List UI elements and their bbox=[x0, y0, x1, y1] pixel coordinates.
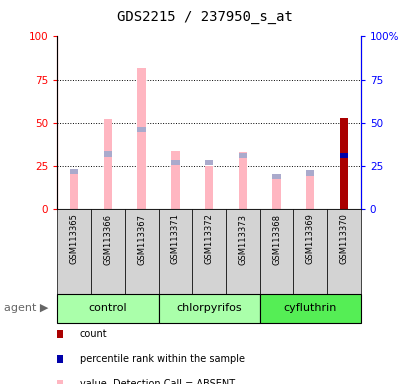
Text: GSM113367: GSM113367 bbox=[137, 214, 146, 265]
Text: GSM113368: GSM113368 bbox=[271, 214, 280, 265]
Bar bbox=[137, 127, 146, 132]
Bar bbox=[238, 153, 247, 158]
Bar bbox=[305, 170, 314, 175]
Bar bbox=[158, 209, 192, 294]
Bar bbox=[70, 173, 78, 209]
Bar bbox=[103, 119, 112, 209]
Bar bbox=[339, 153, 347, 158]
Bar bbox=[339, 153, 347, 158]
Bar bbox=[124, 209, 158, 294]
Bar bbox=[204, 166, 213, 209]
Text: GDS2215 / 237950_s_at: GDS2215 / 237950_s_at bbox=[117, 10, 292, 23]
Bar bbox=[238, 152, 247, 209]
Text: agent ▶: agent ▶ bbox=[4, 303, 48, 313]
Bar bbox=[305, 177, 314, 209]
Bar bbox=[137, 68, 146, 209]
Bar bbox=[103, 151, 112, 157]
Text: GSM113369: GSM113369 bbox=[305, 214, 314, 264]
Bar bbox=[339, 118, 347, 209]
Bar bbox=[339, 118, 347, 209]
Text: GSM113371: GSM113371 bbox=[171, 214, 180, 264]
Bar bbox=[272, 174, 280, 179]
Text: cyfluthrin: cyfluthrin bbox=[283, 303, 336, 313]
Text: control: control bbox=[88, 303, 127, 313]
Text: count: count bbox=[80, 329, 107, 339]
Bar bbox=[204, 160, 213, 165]
Bar bbox=[272, 177, 280, 209]
Bar bbox=[259, 209, 293, 294]
Text: GSM113365: GSM113365 bbox=[70, 214, 79, 264]
Bar bbox=[192, 209, 225, 294]
Text: GSM113373: GSM113373 bbox=[238, 214, 247, 265]
Bar bbox=[259, 294, 360, 323]
Bar bbox=[326, 209, 360, 294]
Text: chlorpyrifos: chlorpyrifos bbox=[176, 303, 241, 313]
Bar bbox=[70, 169, 78, 174]
Text: GSM113370: GSM113370 bbox=[339, 214, 348, 264]
Bar bbox=[225, 209, 259, 294]
Bar bbox=[171, 151, 179, 209]
Bar bbox=[57, 294, 158, 323]
Text: GSM113372: GSM113372 bbox=[204, 214, 213, 264]
Bar bbox=[293, 209, 326, 294]
Text: percentile rank within the sample: percentile rank within the sample bbox=[80, 354, 244, 364]
Bar bbox=[158, 294, 259, 323]
Text: value, Detection Call = ABSENT: value, Detection Call = ABSENT bbox=[80, 379, 234, 384]
Bar bbox=[91, 209, 124, 294]
Bar bbox=[57, 209, 91, 294]
Bar bbox=[171, 160, 179, 165]
Text: GSM113366: GSM113366 bbox=[103, 214, 112, 265]
